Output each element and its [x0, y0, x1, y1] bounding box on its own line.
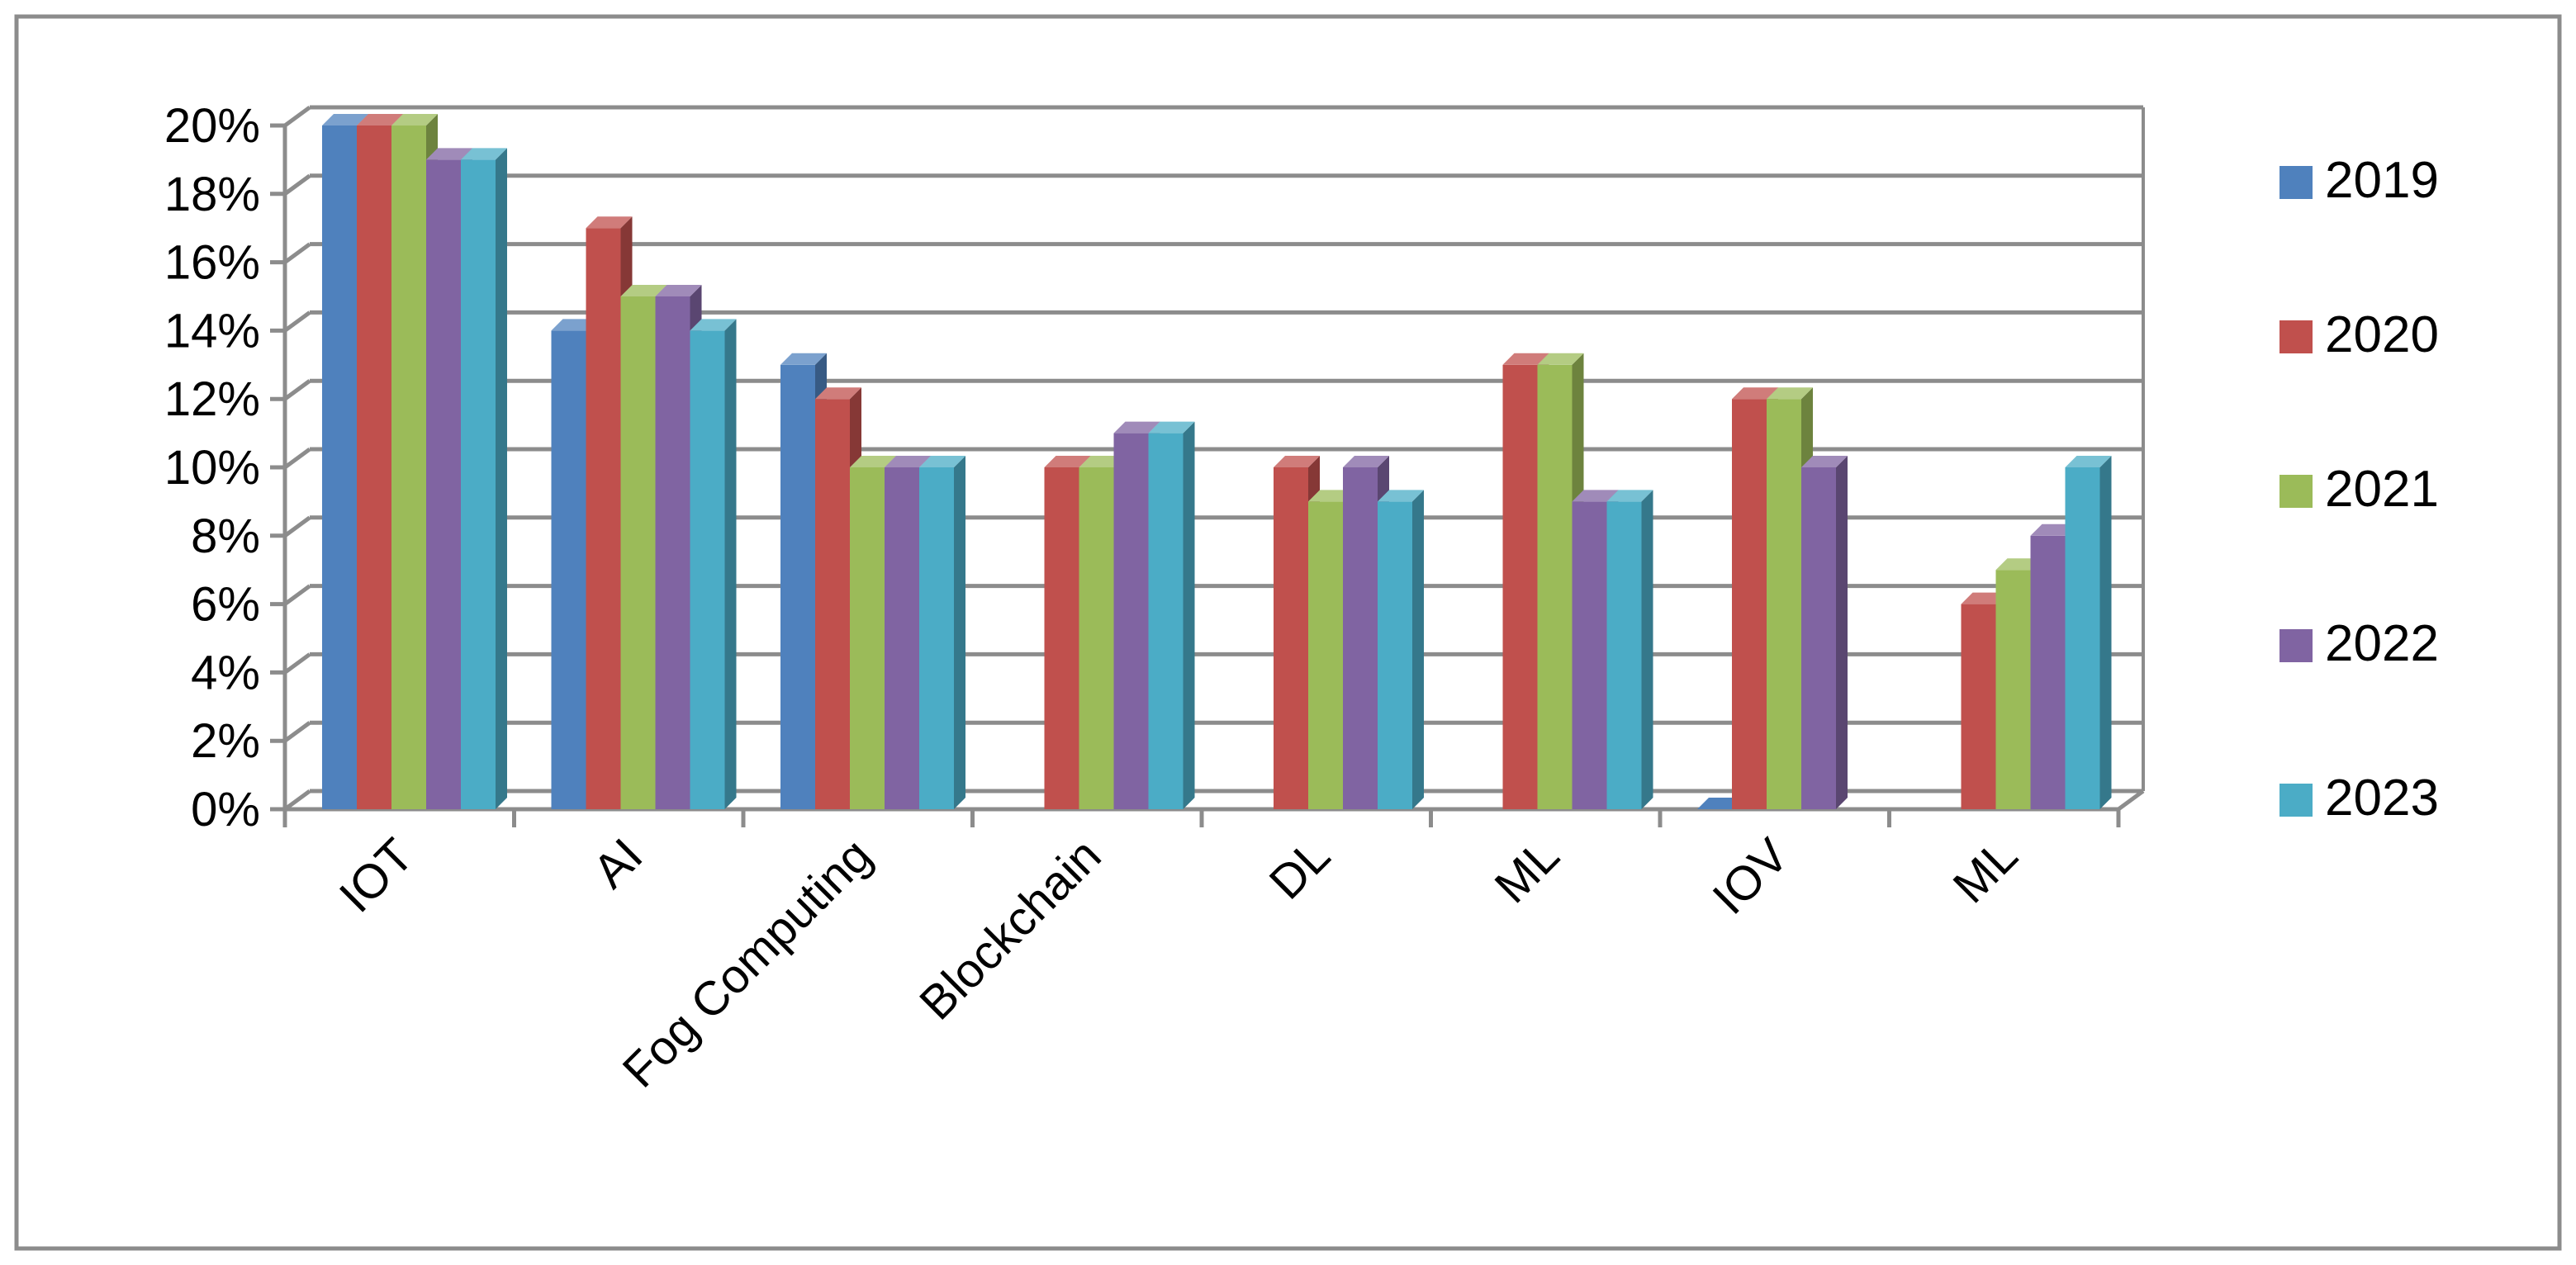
legend-label: 2019 [2325, 152, 2439, 209]
y-tick-label: 2% [191, 714, 260, 768]
bar [1801, 456, 1848, 809]
legend-swatch [2279, 166, 2313, 199]
gridline-diagonal [283, 789, 311, 812]
legend-label: 2021 [2325, 461, 2439, 518]
bars [322, 114, 2112, 809]
gridline-diagonal [283, 515, 311, 538]
legend-item: 2022 [2279, 615, 2439, 672]
y-tick-label: 8% [191, 509, 260, 563]
legend-label: 2022 [2325, 615, 2439, 672]
y-tick-label: 0% [191, 783, 260, 836]
y-tick-label: 18% [164, 168, 260, 221]
legend-item: 2020 [2279, 306, 2439, 363]
gridline-diagonal [283, 310, 311, 333]
legend-label: 2023 [2325, 770, 2439, 827]
y-tick-label: 6% [191, 578, 260, 632]
gridline-diagonal [283, 652, 311, 675]
gridline-diagonal [283, 173, 311, 196]
legend: 2019 2020 2021 2022 2023 [2279, 152, 2439, 827]
legend-item: 2019 [2279, 152, 2439, 209]
y-tick-label: 14% [164, 304, 260, 358]
gridline-diagonal [283, 379, 311, 401]
gridline-diagonal [283, 242, 311, 264]
y-tick-label: 4% [191, 646, 260, 699]
legend-swatch [2279, 784, 2313, 817]
legend-item: 2021 [2279, 461, 2439, 518]
bar [1148, 421, 1195, 809]
legend-swatch [2279, 320, 2313, 353]
y-tick-label: 16% [164, 236, 260, 290]
y-tick-label: 12% [164, 372, 260, 426]
gridline-diagonal [283, 584, 311, 606]
gridline-diagonal [283, 721, 311, 743]
legend-item: 2023 [2279, 770, 2439, 827]
gridline-diagonal [283, 447, 311, 470]
bar [2065, 456, 2112, 809]
legend-swatch [2279, 629, 2313, 662]
floor-edge [2117, 789, 2145, 812]
bar [1606, 490, 1653, 809]
y-tick-label: 20% [164, 99, 260, 153]
legend-swatch [2279, 475, 2313, 508]
y-tick-label: 10% [164, 441, 260, 495]
bar [690, 319, 737, 809]
gridline-diagonal [283, 105, 311, 128]
legend-label: 2020 [2325, 306, 2439, 363]
bar [919, 456, 965, 809]
bar [1378, 490, 1424, 809]
y-tick-labels: 0% 2% 4% 6% 8% 10% 12% 14% 16% 18% 20% [164, 99, 260, 836]
bar [461, 148, 507, 809]
